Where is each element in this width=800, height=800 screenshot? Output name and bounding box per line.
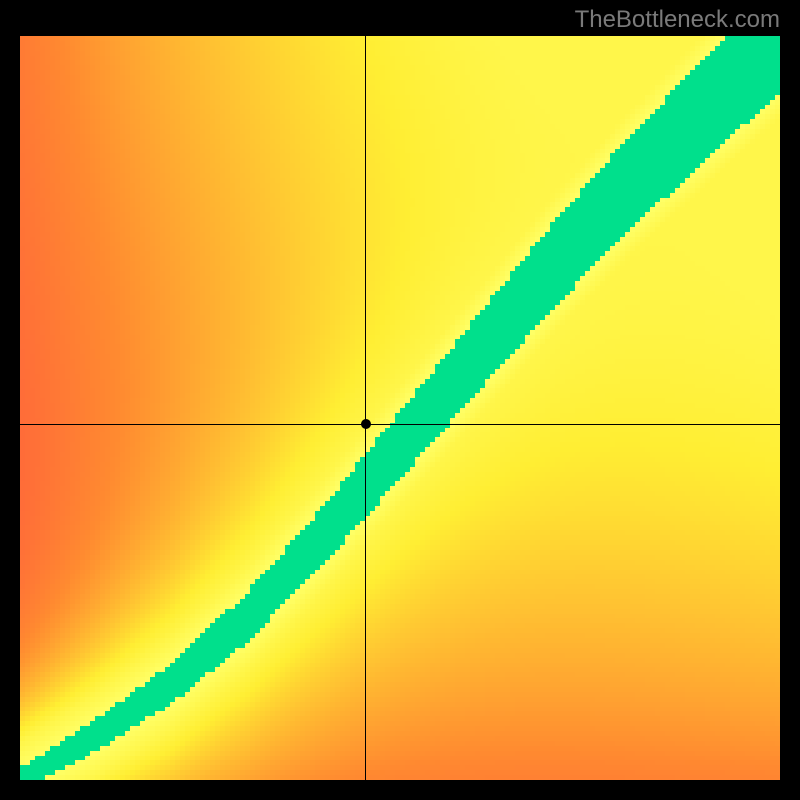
heatmap-plot (20, 36, 780, 780)
heatmap-canvas (20, 36, 780, 780)
crosshair-vertical (365, 36, 366, 780)
crosshair-horizontal (20, 424, 780, 425)
crosshair-point (361, 419, 371, 429)
chart-frame: TheBottleneck.com (0, 0, 800, 800)
watermark-text: TheBottleneck.com (575, 6, 780, 34)
